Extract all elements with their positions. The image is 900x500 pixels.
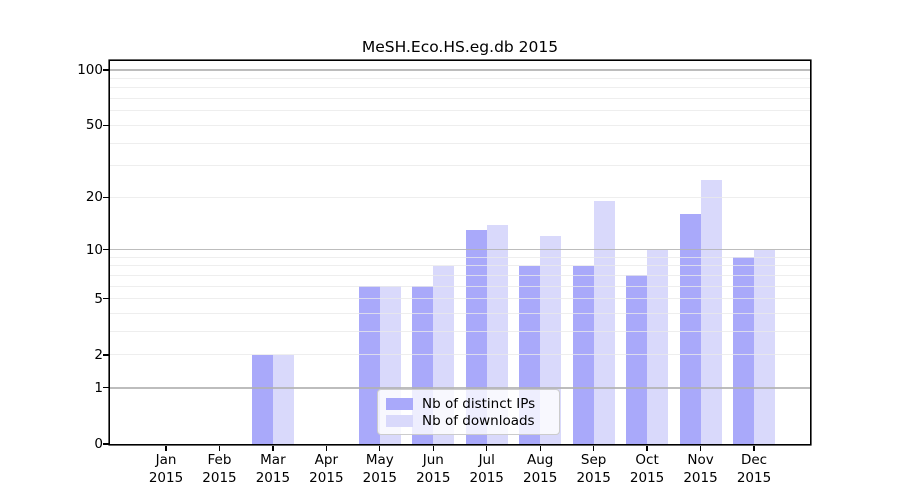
- y-tick-label-5: 5: [94, 290, 103, 307]
- chart-title: MeSH.Eco.HS.eg.db 2015: [361, 38, 559, 56]
- legend-swatch-distinct-ips: [386, 398, 413, 410]
- x-tick-mark-sep: [592, 446, 595, 451]
- x-tick-label-dec: Dec 2015: [736, 452, 772, 486]
- y-tick-label-50: 50: [85, 117, 103, 134]
- x-tick-label-mar: Mar 2015: [255, 452, 291, 486]
- legend-item-downloads: Nb of downloads: [386, 414, 551, 428]
- x-tick-mark-may: [379, 446, 381, 451]
- x-tick-mark-feb: [218, 446, 221, 451]
- x-tick-label-apr: Apr 2015: [309, 452, 344, 486]
- x-tick-label-feb: Feb 2015: [202, 452, 237, 486]
- y-tick-mark-20: [103, 196, 109, 198]
- x-tick-label-jul: Jul 2015: [469, 452, 504, 486]
- bar-distinct-ips-oct: [626, 275, 648, 444]
- x-tick-mark-mar: [272, 446, 274, 451]
- bar-downloads-mar: [272, 354, 294, 444]
- y-tick-mark-50: [103, 124, 109, 126]
- bar-distinct-ips-dec: [733, 257, 754, 444]
- y-tick-label-1: 1: [94, 379, 103, 396]
- bars-layer: [110, 61, 810, 444]
- y-tick-label-10: 10: [85, 241, 103, 258]
- y-tick-mark-0: [103, 443, 109, 445]
- x-tick-mark-jun: [432, 446, 434, 451]
- x-tick-mark-nov: [699, 446, 702, 451]
- bar-downloads-dec: [754, 249, 775, 444]
- x-tick-mark-aug: [539, 446, 541, 451]
- y-tick-mark-5: [103, 298, 109, 300]
- legend-item-distinct-ips: Nb of distinct IPs: [386, 397, 551, 411]
- bar-downloads-sep: [593, 201, 615, 444]
- y-tick-label-0: 0: [94, 436, 103, 452]
- x-tick-mark-apr: [325, 446, 328, 451]
- y-tick-label-2: 2: [94, 346, 103, 363]
- x-tick-label-may: May 2015: [362, 452, 397, 486]
- legend-label-distinct-ips: Nb of distinct IPs: [422, 396, 536, 412]
- y-tick-label-20: 20: [85, 189, 103, 206]
- plot-area: Nb of distinct IPs Nb of downloads: [110, 61, 810, 444]
- x-tick-mark-oct: [646, 446, 648, 451]
- legend-label-downloads: Nb of downloads: [422, 413, 535, 429]
- x-tick-label-jan: Jan 2015: [148, 452, 184, 486]
- x-tick-mark-jan: [165, 446, 167, 451]
- bar-downloads-oct: [647, 249, 669, 444]
- bar-distinct-ips-sep: [572, 265, 594, 444]
- legend: Nb of distinct IPs Nb of downloads: [377, 389, 560, 435]
- x-tick-mark-jul: [486, 446, 488, 451]
- bar-distinct-ips-mar: [251, 354, 273, 444]
- y-tick-mark-10: [103, 248, 109, 251]
- y-tick-mark-1: [103, 387, 109, 389]
- x-tick-label-oct: Oct 2015: [629, 452, 665, 486]
- x-tick-label-sep: Sep 2015: [576, 452, 611, 486]
- legend-swatch-downloads: [386, 415, 413, 427]
- x-tick-mark-dec: [753, 446, 755, 451]
- y-tick-mark-2: [103, 354, 109, 356]
- bar-downloads-nov: [700, 179, 722, 444]
- x-tick-label-nov: Nov 2015: [683, 452, 718, 486]
- x-tick-label-jun: Jun 2015: [416, 452, 451, 486]
- bar-distinct-ips-may: [358, 286, 380, 444]
- y-tick-mark-100: [103, 69, 109, 71]
- bar-distinct-ips-nov: [679, 214, 701, 444]
- y-tick-label-100: 100: [77, 61, 103, 78]
- x-tick-label-aug: Aug 2015: [522, 452, 558, 486]
